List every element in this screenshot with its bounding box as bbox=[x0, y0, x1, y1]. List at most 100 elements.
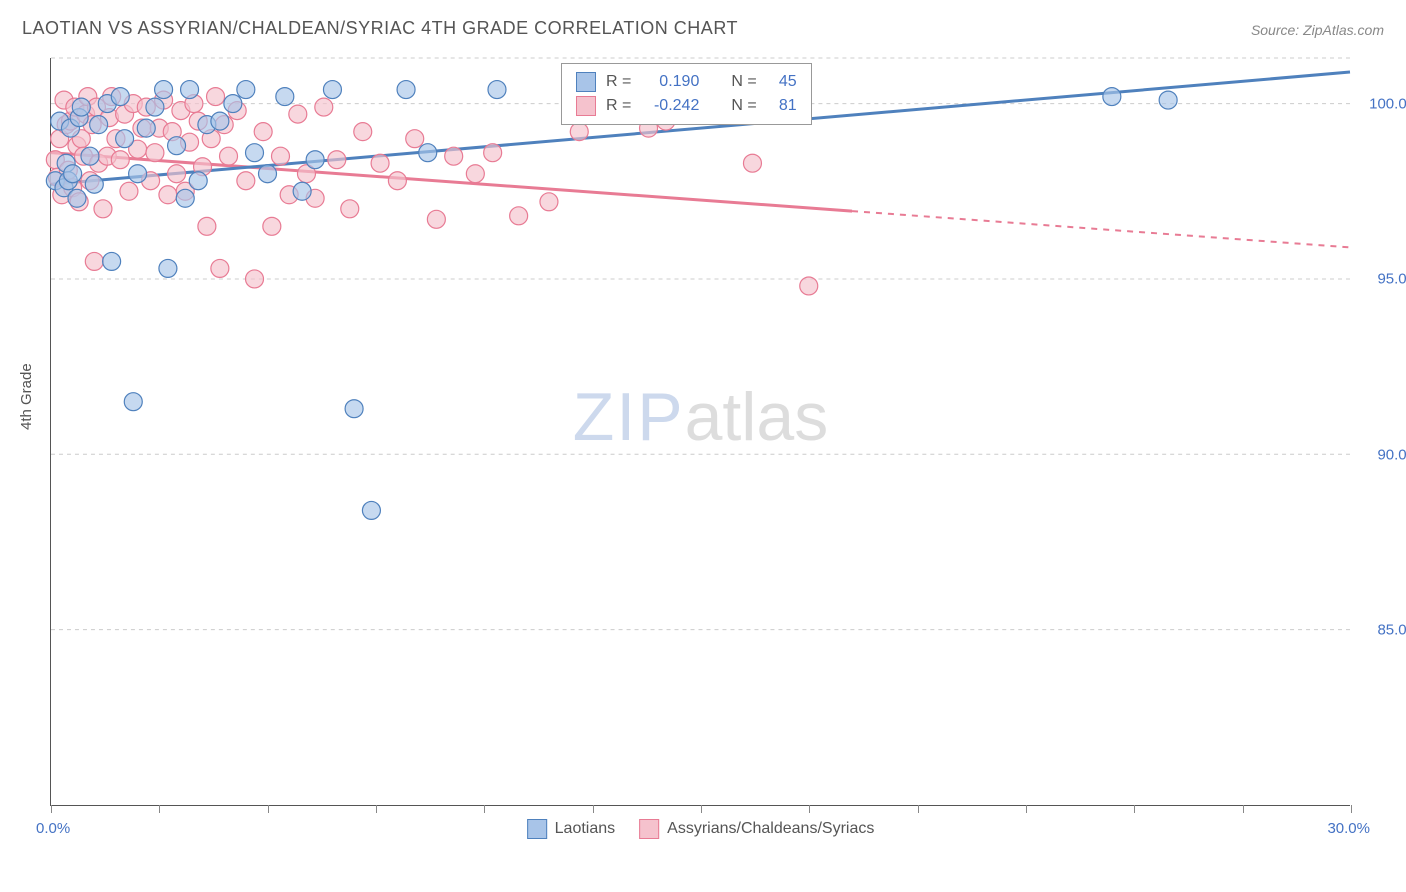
data-point bbox=[341, 200, 359, 218]
data-point bbox=[570, 123, 588, 141]
data-point bbox=[103, 252, 121, 270]
data-point bbox=[743, 154, 761, 172]
data-point bbox=[488, 81, 506, 99]
legend-row-assyrians: R = -0.242 N = 81 bbox=[576, 94, 797, 118]
plot-area: ZIPatlas 85.0%90.0%95.0%100.0% 0.0% 30.0… bbox=[50, 58, 1350, 806]
data-point bbox=[159, 186, 177, 204]
y-tick-label: 100.0% bbox=[1360, 95, 1406, 112]
data-point bbox=[254, 123, 272, 141]
x-tick-mark bbox=[268, 805, 269, 813]
legend-item-assyrians: Assyrians/Chaldeans/Syriacs bbox=[639, 819, 874, 839]
chart-title: LAOTIAN VS ASSYRIAN/CHALDEAN/SYRIAC 4TH … bbox=[22, 18, 738, 39]
trend-line-extrapolated bbox=[852, 211, 1350, 247]
data-point bbox=[120, 182, 138, 200]
data-point bbox=[237, 81, 255, 99]
swatch-assyrians bbox=[576, 96, 596, 116]
x-tick-mark bbox=[1134, 805, 1135, 813]
data-point bbox=[181, 81, 199, 99]
data-point bbox=[345, 400, 363, 418]
x-tick-mark bbox=[51, 805, 52, 813]
series-legend: Laotians Assyrians/Chaldeans/Syriacs bbox=[527, 819, 875, 839]
data-point bbox=[211, 112, 229, 130]
data-point bbox=[146, 144, 164, 162]
data-point bbox=[259, 165, 277, 183]
data-point bbox=[371, 154, 389, 172]
data-point bbox=[207, 88, 225, 106]
data-point bbox=[72, 98, 90, 116]
data-point bbox=[1103, 88, 1121, 106]
data-point bbox=[111, 88, 129, 106]
data-point bbox=[323, 81, 341, 99]
legend-row-laotians: R = 0.190 N = 45 bbox=[576, 70, 797, 94]
x-tick-mark bbox=[918, 805, 919, 813]
data-point bbox=[271, 147, 289, 165]
data-point bbox=[198, 217, 216, 235]
x-tick-mark bbox=[593, 805, 594, 813]
data-point bbox=[466, 165, 484, 183]
n-value-laotians: 45 bbox=[767, 73, 797, 91]
data-point bbox=[293, 182, 311, 200]
swatch-laotians bbox=[527, 819, 547, 839]
legend-label-laotians: Laotians bbox=[555, 820, 616, 838]
x-axis-min-label: 0.0% bbox=[36, 820, 70, 837]
data-point bbox=[129, 165, 147, 183]
data-point bbox=[263, 217, 281, 235]
n-label: N = bbox=[731, 97, 756, 115]
data-point bbox=[328, 151, 346, 169]
x-tick-mark bbox=[1351, 805, 1352, 813]
data-point bbox=[211, 259, 229, 277]
data-point bbox=[85, 175, 103, 193]
data-point bbox=[397, 81, 415, 99]
y-tick-label: 90.0% bbox=[1360, 446, 1406, 463]
y-axis-label: 4th Grade bbox=[18, 363, 35, 430]
data-point bbox=[220, 147, 238, 165]
data-point bbox=[81, 147, 99, 165]
data-point bbox=[388, 172, 406, 190]
data-point bbox=[315, 98, 333, 116]
x-tick-mark bbox=[376, 805, 377, 813]
data-point bbox=[484, 144, 502, 162]
data-point bbox=[176, 189, 194, 207]
data-point bbox=[90, 116, 108, 134]
data-point bbox=[540, 193, 558, 211]
data-point bbox=[64, 165, 82, 183]
data-point bbox=[159, 259, 177, 277]
n-value-assyrians: 81 bbox=[767, 97, 797, 115]
y-tick-label: 95.0% bbox=[1360, 271, 1406, 288]
data-point bbox=[124, 393, 142, 411]
data-point bbox=[137, 119, 155, 137]
x-axis-max-label: 30.0% bbox=[1327, 820, 1370, 837]
data-point bbox=[68, 189, 86, 207]
x-tick-mark bbox=[1243, 805, 1244, 813]
data-point bbox=[94, 200, 112, 218]
data-point bbox=[276, 88, 294, 106]
data-point bbox=[800, 277, 818, 295]
data-point bbox=[406, 130, 424, 148]
data-point bbox=[237, 172, 255, 190]
data-point bbox=[116, 130, 134, 148]
data-point bbox=[146, 98, 164, 116]
data-point bbox=[306, 151, 324, 169]
data-point bbox=[111, 151, 129, 169]
data-point bbox=[168, 165, 186, 183]
legend-item-laotians: Laotians bbox=[527, 819, 616, 839]
data-point bbox=[85, 252, 103, 270]
swatch-assyrians bbox=[639, 819, 659, 839]
data-point bbox=[168, 137, 186, 155]
x-tick-mark bbox=[1026, 805, 1027, 813]
y-tick-label: 85.0% bbox=[1360, 622, 1406, 639]
data-point bbox=[510, 207, 528, 225]
data-point bbox=[155, 81, 173, 99]
n-label: N = bbox=[731, 73, 756, 91]
r-value-assyrians: -0.242 bbox=[641, 97, 699, 115]
x-tick-mark bbox=[701, 805, 702, 813]
data-point bbox=[354, 123, 372, 141]
data-point bbox=[445, 147, 463, 165]
data-point bbox=[246, 144, 264, 162]
x-tick-mark bbox=[484, 805, 485, 813]
data-point bbox=[189, 172, 207, 190]
data-point bbox=[224, 95, 242, 113]
r-label: R = bbox=[606, 97, 631, 115]
data-point bbox=[362, 501, 380, 519]
source-attribution: Source: ZipAtlas.com bbox=[1251, 22, 1384, 38]
